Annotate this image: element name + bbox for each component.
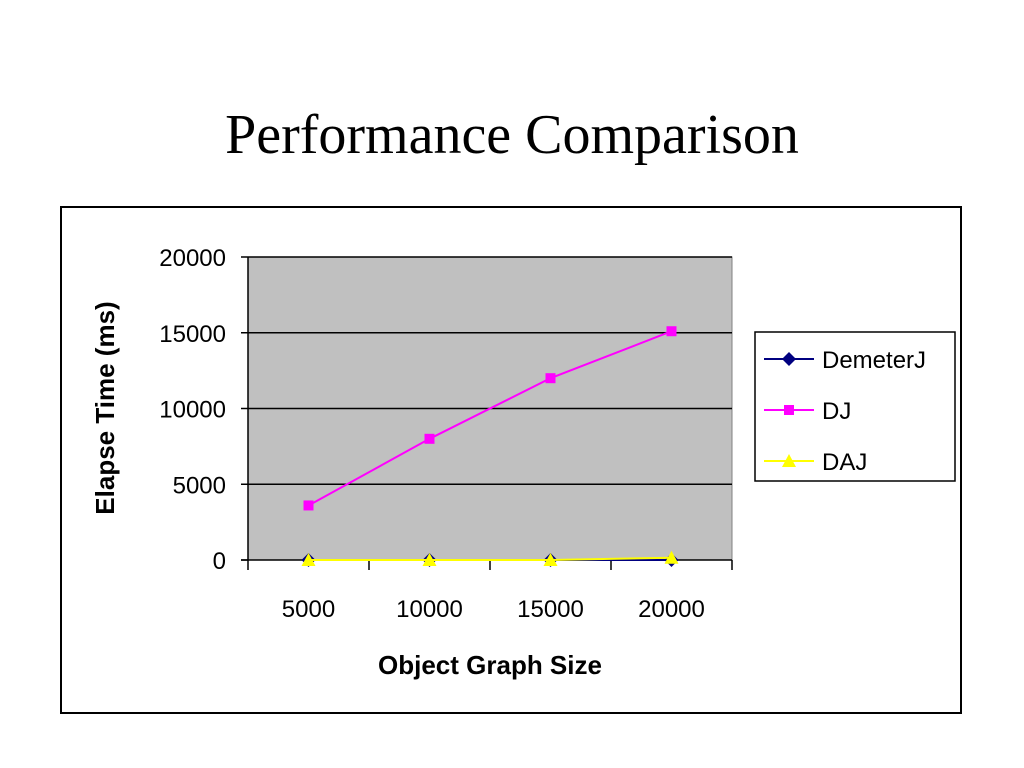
- x-tick-label: 15000: [517, 596, 584, 623]
- x-tick-label: 5000: [282, 596, 335, 623]
- x-tick-label: 20000: [638, 596, 705, 623]
- y-tick-label: 0: [213, 548, 226, 575]
- data-point: [303, 500, 314, 511]
- series-dj: [303, 326, 677, 511]
- legend-marker: [784, 405, 794, 415]
- legend-label: DJ: [822, 398, 851, 425]
- data-point: [545, 373, 556, 384]
- y-tick-label: 15000: [159, 321, 226, 348]
- slide-title: Performance Comparison: [225, 104, 799, 166]
- data-point: [543, 553, 558, 566]
- series-line: [308, 330, 672, 507]
- chart-frame: 0 5000 10000 15000 20000 5000 10000 15000 20000 …: [60, 206, 962, 714]
- legend-item: DemeterJ: [764, 347, 926, 374]
- y-tick-label: 20000: [159, 245, 226, 272]
- legend-label: DemeterJ: [822, 347, 926, 374]
- legend-item: DAJ: [764, 449, 867, 476]
- legend-marker: [782, 352, 796, 366]
- series-line: [308, 556, 672, 561]
- series-daj: [301, 550, 679, 566]
- legend-label: DAJ: [822, 449, 867, 476]
- legend: DemeterJ DJ DAJ: [754, 331, 956, 482]
- y-axis-title: Elapse Time (ms): [90, 301, 120, 514]
- x-tick-label: 10000: [396, 596, 463, 623]
- data-point: [301, 553, 316, 566]
- legend-marker: [782, 454, 796, 467]
- data-point: [422, 553, 437, 566]
- data-point: [666, 326, 677, 337]
- x-axis-title: Object Graph Size: [378, 650, 602, 680]
- data-point: [664, 550, 679, 564]
- data-point: [424, 433, 435, 444]
- legend-item: DJ: [764, 398, 851, 425]
- y-tick-label: 10000: [159, 397, 226, 424]
- y-tick-label: 5000: [173, 472, 226, 499]
